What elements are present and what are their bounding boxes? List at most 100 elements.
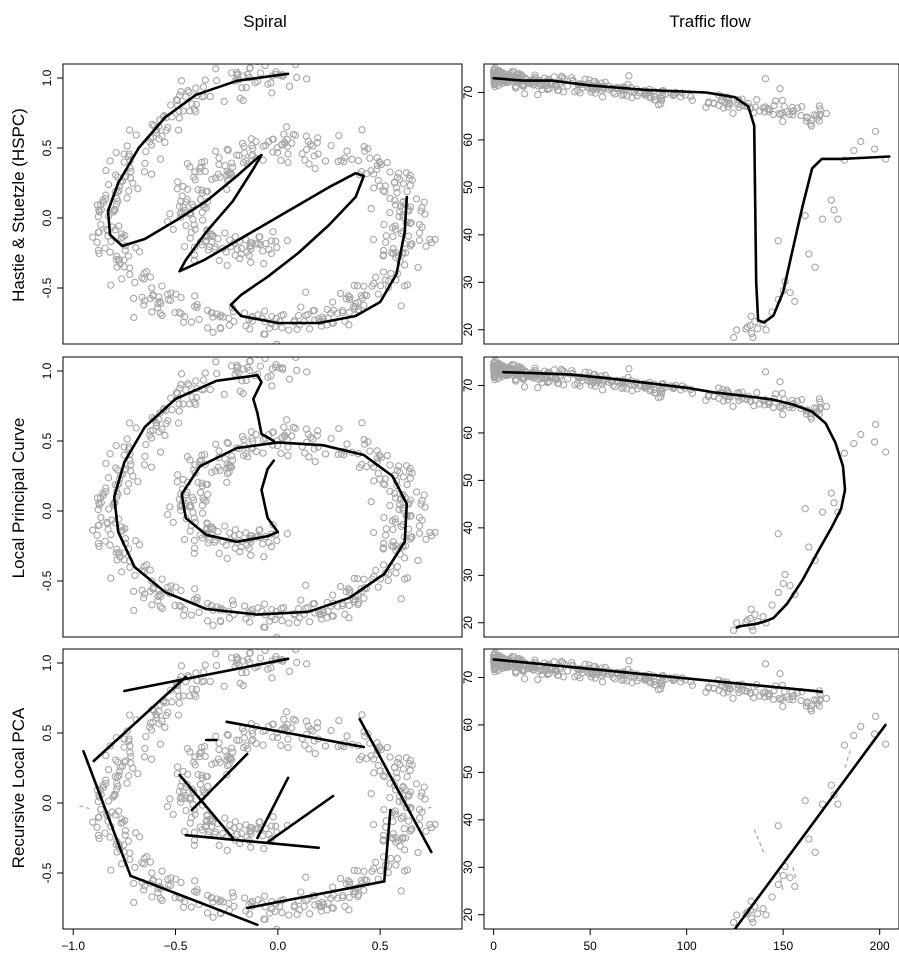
data-point	[633, 92, 641, 100]
data-point	[158, 896, 166, 905]
data-point	[305, 618, 314, 626]
data-point	[321, 742, 330, 750]
data-point	[173, 478, 181, 486]
data-point	[175, 787, 184, 795]
data-point	[132, 424, 140, 432]
data-point	[212, 732, 220, 740]
data-point	[765, 105, 774, 114]
data-point	[300, 902, 308, 911]
data-point	[406, 766, 414, 774]
data-point	[490, 79, 498, 87]
data-point	[247, 551, 255, 559]
y-tick-label: 50	[461, 473, 475, 487]
data-point	[198, 534, 206, 542]
data-point	[132, 131, 140, 139]
data-point	[327, 141, 335, 150]
data-point	[197, 163, 205, 171]
data-point	[240, 734, 249, 742]
data-point	[124, 837, 133, 845]
data-point	[418, 516, 426, 524]
data-point	[383, 451, 391, 460]
data-point	[154, 299, 162, 308]
data-point	[200, 450, 209, 459]
data-point	[532, 664, 540, 672]
data-point	[399, 765, 408, 773]
data-point	[360, 436, 368, 444]
data-point	[345, 295, 354, 304]
data-point	[729, 402, 737, 410]
data-point	[242, 668, 250, 677]
data-point	[252, 825, 260, 833]
data-point	[749, 626, 757, 634]
data-point	[245, 325, 254, 333]
data-point	[370, 769, 378, 777]
data-point	[559, 673, 568, 681]
data-point	[245, 618, 254, 626]
data-point	[397, 887, 405, 895]
data-point	[115, 807, 123, 815]
data-point	[301, 156, 309, 164]
data-point	[192, 377, 200, 385]
data-point	[201, 661, 209, 669]
data-point	[386, 208, 394, 217]
data-point	[310, 599, 318, 608]
data-point	[228, 163, 237, 171]
data-point	[190, 544, 199, 552]
data-point	[132, 244, 140, 252]
data-point	[126, 467, 135, 475]
data-point	[571, 381, 579, 389]
data-point	[123, 487, 131, 495]
data-point	[755, 692, 764, 700]
data-point	[93, 494, 102, 502]
projection-dash	[844, 748, 852, 768]
data-point	[412, 488, 421, 496]
data-point	[102, 751, 110, 760]
data-point	[302, 288, 310, 296]
data-point	[198, 826, 206, 834]
data-point	[131, 571, 139, 580]
data-point	[146, 273, 155, 281]
data-point	[216, 173, 224, 181]
data-point	[358, 419, 366, 427]
data-point	[790, 106, 798, 115]
data-point	[348, 155, 356, 163]
data-point	[406, 181, 414, 189]
data-point	[743, 102, 751, 110]
data-point	[431, 820, 439, 829]
data-point	[268, 312, 276, 321]
data-point	[271, 907, 279, 916]
data-point	[827, 489, 835, 497]
data-point	[543, 85, 552, 94]
data-point	[101, 537, 109, 545]
data-point	[112, 148, 120, 157]
data-point	[156, 894, 165, 903]
data-point	[625, 72, 633, 80]
data-point	[399, 473, 408, 481]
data-point	[194, 770, 202, 779]
data-point	[140, 860, 148, 868]
data-point	[117, 275, 126, 283]
data-point	[342, 588, 350, 596]
local-pca-segment	[190, 752, 249, 812]
data-point	[729, 694, 737, 702]
data-point	[111, 206, 119, 214]
data-point	[169, 225, 177, 234]
data-point	[386, 501, 394, 510]
data-point	[354, 157, 363, 165]
plot-area	[490, 64, 891, 342]
data-point	[185, 381, 193, 389]
data-point	[381, 773, 389, 781]
data-point	[201, 752, 209, 761]
data-point	[381, 276, 390, 284]
local-pca-segment	[358, 717, 433, 854]
data-point	[786, 581, 794, 590]
data-point	[111, 791, 119, 799]
data-point	[571, 673, 579, 681]
data-point	[520, 383, 529, 391]
data-point	[391, 518, 400, 526]
data-point	[815, 395, 824, 403]
data-point	[623, 92, 631, 100]
data-point	[190, 887, 199, 896]
data-point	[350, 281, 358, 290]
y-tick-label: 50	[461, 180, 475, 194]
